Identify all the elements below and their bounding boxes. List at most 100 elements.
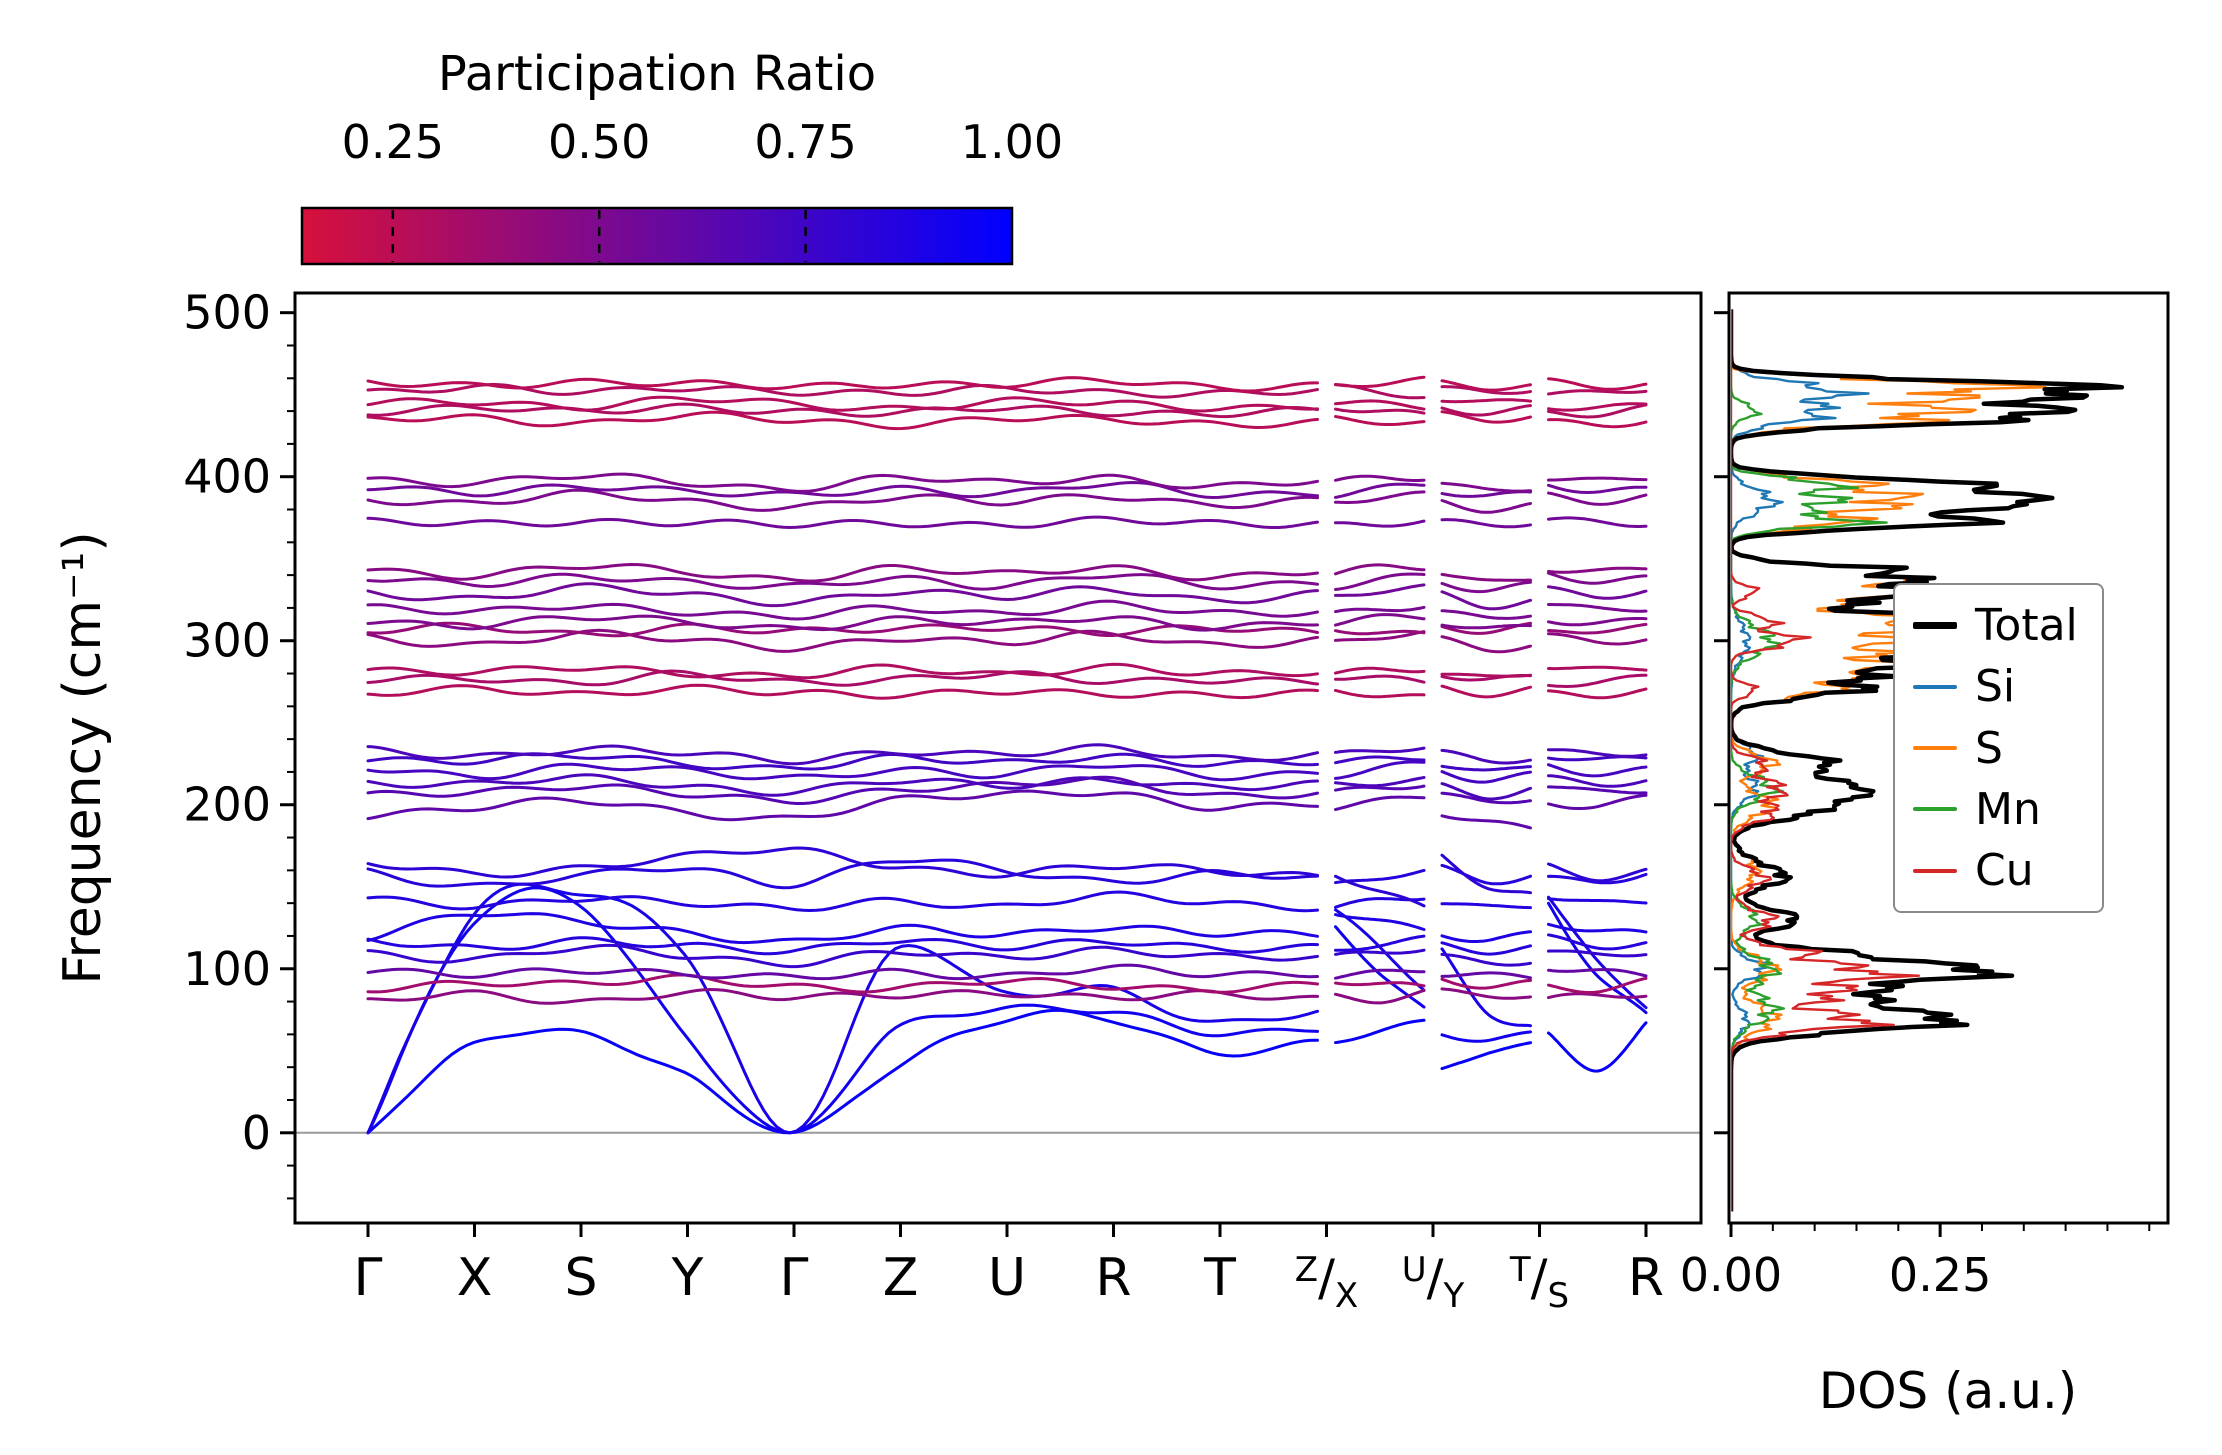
band-line bbox=[1547, 617, 1648, 627]
colorbar-tick-labels: 0.25 0.50 0.75 1.00 bbox=[342, 115, 1064, 169]
legend-swatch-s bbox=[1913, 746, 1957, 751]
band-line bbox=[366, 395, 1319, 413]
k-point-label: Γ bbox=[780, 1248, 809, 1308]
band-line bbox=[1440, 499, 1532, 514]
band-line bbox=[1440, 748, 1532, 765]
y-tick-label: 200 bbox=[183, 778, 271, 832]
band-line bbox=[1440, 684, 1532, 699]
band-line bbox=[1440, 977, 1532, 990]
dos-curves bbox=[1731, 309, 2125, 1212]
band-line bbox=[1547, 785, 1648, 795]
y-tick-label: 500 bbox=[183, 286, 271, 340]
k-point-label: T/S bbox=[1509, 1249, 1569, 1316]
band-line bbox=[1334, 688, 1426, 699]
band-line bbox=[1334, 490, 1426, 504]
dos-x-tick-label: 0.00 bbox=[1680, 1248, 1782, 1302]
band-line bbox=[1547, 632, 1648, 646]
band-line bbox=[1547, 687, 1648, 700]
band-line bbox=[1440, 518, 1532, 529]
band-line bbox=[1334, 913, 1426, 931]
band-line bbox=[1547, 476, 1648, 482]
band-line bbox=[1334, 563, 1426, 576]
legend-label-mn: Mn bbox=[1975, 783, 2041, 835]
colorbar-gradient bbox=[300, 206, 1014, 266]
band-line bbox=[366, 963, 1319, 981]
band-line bbox=[1547, 622, 1648, 635]
colorbar-tick-label: 0.50 bbox=[548, 115, 650, 169]
band-line bbox=[366, 973, 1319, 994]
colorbar-tick-marks bbox=[391, 210, 807, 262]
band-line bbox=[1440, 941, 1532, 956]
dos-curve-si bbox=[1731, 309, 1870, 1212]
y-axis-label: Frequency (cm⁻¹) bbox=[53, 531, 113, 984]
band-line bbox=[366, 669, 1319, 687]
dos-curve-cu bbox=[1731, 309, 1920, 1212]
band-line bbox=[1334, 948, 1426, 956]
band-line bbox=[1547, 992, 1648, 1000]
band-line bbox=[366, 743, 1319, 766]
band-line bbox=[366, 775, 1319, 805]
band-line bbox=[366, 472, 1319, 493]
band-line bbox=[1440, 404, 1532, 417]
band-line bbox=[1440, 770, 1532, 784]
band-line bbox=[1547, 389, 1648, 396]
band-line bbox=[366, 890, 1319, 913]
band-line bbox=[366, 773, 1319, 797]
band-line bbox=[1547, 922, 1648, 934]
band-line bbox=[1334, 583, 1426, 597]
legend-label-si: Si bbox=[1975, 661, 2016, 713]
band-line bbox=[1547, 748, 1648, 758]
band-line bbox=[1440, 1041, 1532, 1071]
y-tick-label: 0 bbox=[242, 1106, 271, 1160]
band-line bbox=[366, 1008, 1319, 1135]
band-line bbox=[1440, 379, 1532, 392]
band-line bbox=[1334, 760, 1426, 780]
band-line bbox=[1547, 872, 1648, 885]
colorbar-title: Participation Ratio bbox=[438, 46, 876, 102]
band-line bbox=[366, 943, 1319, 969]
band-line bbox=[1334, 474, 1426, 482]
k-point-label: Z/X bbox=[1295, 1249, 1358, 1316]
band-line bbox=[1334, 874, 1426, 908]
legend-item-total: Total bbox=[1913, 601, 2078, 650]
y-tick-label: 100 bbox=[183, 942, 271, 996]
legend-swatch-mn bbox=[1913, 807, 1957, 812]
band-line bbox=[366, 886, 1319, 1135]
band-line bbox=[1334, 613, 1426, 627]
band-line bbox=[366, 762, 1319, 782]
colorbar-tick-label: 0.25 bbox=[342, 115, 444, 169]
band-line bbox=[1440, 623, 1532, 630]
colorbar-tick-label: 0.75 bbox=[754, 115, 856, 169]
band-line bbox=[1440, 410, 1532, 424]
y-tick-label: 300 bbox=[183, 614, 271, 668]
dos-x-label: DOS (a.u.) bbox=[1819, 1362, 2078, 1420]
band-line bbox=[1440, 481, 1532, 493]
band-line bbox=[1547, 377, 1648, 391]
band-line bbox=[1334, 630, 1426, 642]
band-line bbox=[366, 936, 1319, 956]
band-line bbox=[1334, 925, 1426, 1009]
band-line bbox=[1440, 971, 1532, 980]
band-line bbox=[1334, 605, 1426, 614]
band-lines bbox=[366, 375, 1648, 1135]
band-line bbox=[1547, 897, 1648, 905]
band-line bbox=[1334, 795, 1426, 811]
band-line bbox=[1440, 952, 1532, 967]
legend-item-si: Si bbox=[1913, 661, 2078, 713]
legend-label-total: Total bbox=[1975, 600, 2078, 651]
band-line bbox=[366, 614, 1319, 632]
band-line bbox=[1547, 566, 1648, 574]
band-line bbox=[1547, 603, 1648, 613]
k-point-label: U bbox=[988, 1248, 1026, 1308]
band-line bbox=[366, 410, 1319, 431]
band-line bbox=[1440, 947, 1532, 1028]
band-line bbox=[366, 846, 1319, 879]
band-line bbox=[1547, 491, 1648, 506]
band-line bbox=[1440, 1030, 1532, 1043]
band-line bbox=[1547, 901, 1648, 1015]
band-line bbox=[1547, 774, 1648, 788]
k-point-label: Y bbox=[671, 1248, 704, 1308]
k-point-label: R bbox=[1628, 1248, 1664, 1308]
band-line bbox=[1547, 585, 1648, 600]
